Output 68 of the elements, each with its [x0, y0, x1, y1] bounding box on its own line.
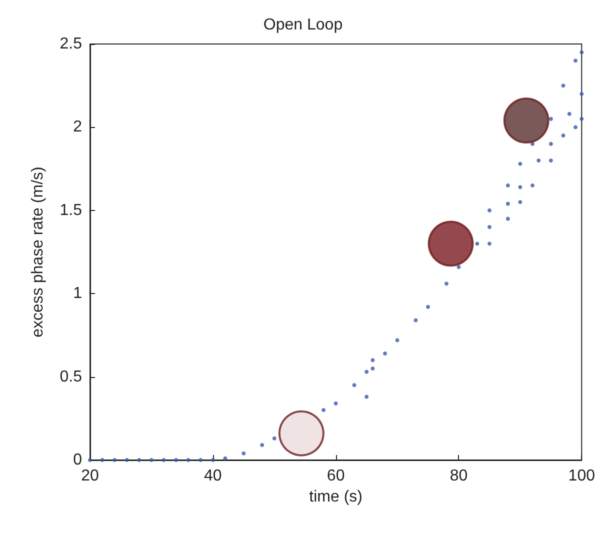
point	[580, 50, 584, 54]
y-axis-title: excess phase rate (m/s)	[30, 166, 46, 338]
point	[580, 92, 584, 96]
point	[428, 220, 474, 267]
x-tick-label: 80	[450, 468, 468, 484]
point	[242, 451, 246, 456]
point	[518, 185, 522, 190]
point	[112, 458, 117, 462]
x-tick-label: 100	[568, 468, 596, 484]
point	[567, 112, 572, 116]
point	[487, 242, 492, 246]
point	[186, 458, 190, 462]
point	[322, 408, 326, 412]
point	[574, 58, 578, 63]
point	[272, 436, 276, 440]
point	[561, 134, 566, 138]
point	[260, 443, 264, 448]
chart-title: Open Loop	[263, 16, 343, 34]
y-tick-label: 2	[73, 118, 82, 136]
point	[456, 264, 461, 269]
point	[210, 458, 215, 462]
point	[162, 458, 166, 462]
point	[506, 183, 510, 188]
point	[149, 458, 154, 462]
point	[518, 200, 522, 204]
point	[137, 458, 142, 462]
point	[124, 458, 129, 462]
point	[487, 208, 492, 212]
point	[548, 142, 553, 146]
point	[364, 370, 369, 374]
point	[100, 458, 104, 462]
point	[414, 318, 418, 322]
point	[487, 225, 492, 230]
y-tick-label: 2.5	[60, 36, 82, 52]
point	[364, 394, 369, 399]
point	[198, 458, 203, 462]
point	[223, 456, 228, 460]
point	[88, 458, 92, 462]
point	[426, 304, 430, 309]
point	[506, 216, 510, 221]
x-tick-label: 40	[204, 468, 222, 484]
point	[475, 242, 480, 246]
point	[334, 401, 338, 406]
point	[518, 162, 522, 166]
point	[574, 125, 578, 130]
y-tick-label: 1.5	[60, 202, 82, 219]
point	[278, 410, 324, 456]
point	[530, 183, 534, 188]
x-tick-label: 60	[326, 468, 345, 484]
point	[395, 338, 400, 342]
point	[548, 158, 553, 162]
point	[352, 383, 356, 388]
point	[503, 98, 550, 144]
x-axis-title: time (s)	[309, 488, 362, 506]
point	[536, 158, 541, 162]
point	[548, 116, 553, 121]
point	[444, 282, 448, 286]
point	[580, 116, 584, 121]
y-tick-label: 1	[73, 285, 82, 302]
point	[370, 358, 375, 362]
y-tick-label: 0.5	[60, 368, 82, 386]
point	[370, 366, 375, 370]
point	[382, 352, 387, 356]
point	[506, 202, 510, 206]
point	[174, 458, 178, 462]
y-tick-label: 0	[73, 452, 82, 468]
x-tick-label: 20	[81, 468, 99, 484]
point	[561, 84, 566, 88]
